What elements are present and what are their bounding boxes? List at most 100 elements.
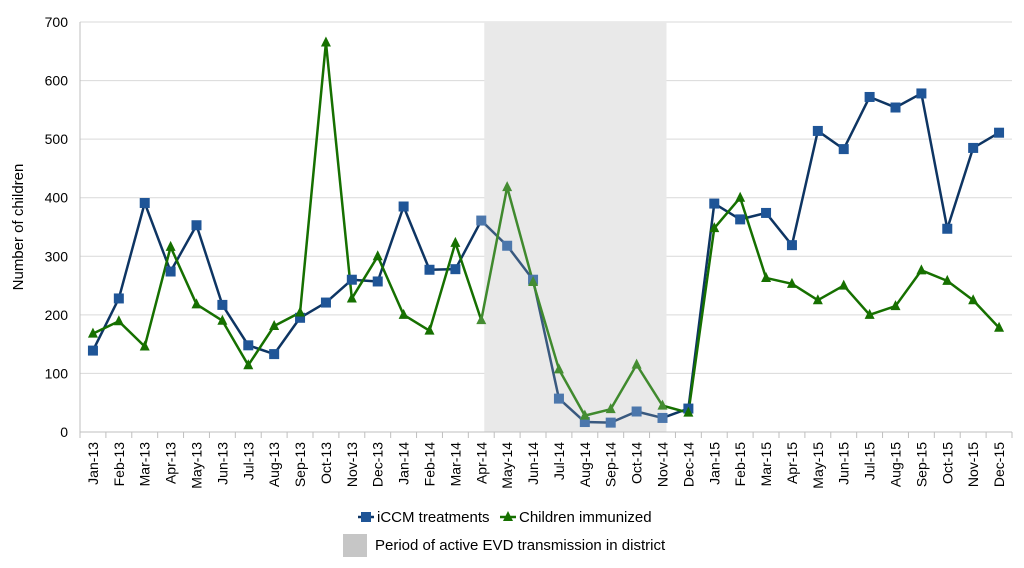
x-tick-label-Jun-13: Jun-13 bbox=[214, 442, 230, 485]
markers-immunized bbox=[87, 36, 1005, 420]
point-immunized-Feb-14 bbox=[424, 324, 435, 335]
series-segment bbox=[91, 320, 121, 335]
point-iccm-Jul-14 bbox=[553, 393, 564, 404]
x-tick-label-Jan-15: Jan-15 bbox=[706, 442, 722, 485]
point-iccm-Jul-15 bbox=[864, 91, 875, 102]
x-tick-label-Apr-13: Apr-13 bbox=[163, 442, 179, 484]
x-tick-label-Mar-13: Mar-13 bbox=[137, 442, 153, 487]
series-segment bbox=[376, 205, 405, 283]
point-immunized-Aug-13 bbox=[269, 319, 280, 330]
x-tick-label-Nov-14: Nov-14 bbox=[655, 442, 671, 487]
y-tick-label-700: 700 bbox=[45, 14, 69, 30]
point-iccm-May-15 bbox=[812, 125, 823, 136]
point-iccm-May-14 bbox=[502, 240, 513, 251]
point-immunized-Jul-15 bbox=[864, 308, 875, 319]
x-tick-label-Oct-15: Oct-15 bbox=[939, 442, 955, 484]
point-immunized-Jul-14 bbox=[553, 363, 564, 374]
series-segment bbox=[376, 255, 405, 317]
series-segment bbox=[946, 146, 975, 231]
point-immunized-Aug-15 bbox=[890, 300, 901, 311]
point-immunized-Jun-13 bbox=[217, 314, 228, 325]
axes bbox=[79, 22, 1013, 438]
point-immunized-Aug-14 bbox=[579, 409, 590, 420]
series-segment bbox=[713, 196, 742, 230]
point-immunized-Feb-15 bbox=[735, 191, 746, 202]
point-immunized-Oct-14 bbox=[631, 358, 642, 369]
x-tick-label-Apr-14: Apr-14 bbox=[473, 442, 489, 484]
series-segment bbox=[480, 185, 509, 322]
point-immunized-Dec-15 bbox=[994, 321, 1005, 332]
series-segment bbox=[272, 316, 302, 356]
series-segment bbox=[790, 129, 820, 247]
series-segment bbox=[169, 223, 198, 273]
point-iccm-Nov-13 bbox=[346, 274, 357, 285]
x-tick-label-Mar-14: Mar-14 bbox=[447, 442, 463, 487]
point-immunized-Jul-13 bbox=[243, 359, 254, 370]
point-iccm-Jun-15 bbox=[838, 144, 849, 155]
point-immunized-Nov-15 bbox=[968, 294, 979, 305]
y-axis-title: Number of children bbox=[10, 164, 27, 291]
series-segment bbox=[298, 41, 328, 314]
x-tick-label-Jun-15: Jun-15 bbox=[836, 442, 852, 485]
point-iccm-Apr-14 bbox=[476, 215, 487, 226]
x-tick-label-Oct-13: Oct-13 bbox=[318, 442, 334, 484]
series-segment bbox=[531, 280, 561, 371]
x-tick-label-Jul-14: Jul-14 bbox=[551, 442, 567, 480]
x-tick-label-Dec-15: Dec-15 bbox=[991, 442, 1007, 487]
series-segment bbox=[350, 255, 379, 300]
point-iccm-Aug-14 bbox=[579, 417, 590, 428]
point-iccm-Jun-13 bbox=[217, 299, 228, 310]
y-tick-label-600: 600 bbox=[45, 73, 69, 89]
legend-item-iccm: iCCM treatments bbox=[358, 509, 490, 526]
series-segment bbox=[221, 319, 250, 367]
series-segment bbox=[143, 245, 172, 348]
x-tick-label-Sep-15: Sep-15 bbox=[913, 442, 929, 487]
x-tick-label-May-14: May-14 bbox=[499, 442, 515, 489]
legend-marker-immunized bbox=[503, 511, 513, 521]
point-iccm-Oct-15 bbox=[942, 223, 953, 234]
series-segment bbox=[687, 226, 716, 414]
x-tick-label-Aug-14: Aug-14 bbox=[577, 442, 593, 487]
x-tick-label-Oct-14: Oct-14 bbox=[629, 442, 645, 484]
point-immunized-Mar-13 bbox=[139, 340, 150, 351]
x-tick-label-Nov-13: Nov-13 bbox=[344, 442, 360, 487]
point-iccm-Jul-13 bbox=[243, 340, 254, 351]
point-iccm-May-13 bbox=[191, 220, 202, 231]
x-tick-label-Apr-15: Apr-15 bbox=[784, 442, 800, 484]
series-segment bbox=[894, 269, 923, 308]
series-segment bbox=[816, 284, 845, 302]
series bbox=[87, 36, 1005, 428]
series-immunized bbox=[91, 41, 1001, 417]
x-tick-label-Dec-13: Dec-13 bbox=[370, 442, 386, 487]
legend-marker-iccm bbox=[361, 512, 371, 522]
point-iccm-Feb-15 bbox=[735, 214, 746, 225]
y-tick-label-200: 200 bbox=[45, 307, 69, 323]
x-tick-label-Jul-15: Jul-15 bbox=[862, 442, 878, 480]
point-iccm-Oct-14 bbox=[631, 406, 642, 417]
series-segment bbox=[868, 304, 897, 317]
point-immunized-Apr-14 bbox=[476, 314, 487, 325]
point-iccm-Jan-14 bbox=[398, 201, 409, 212]
point-iccm-Dec-15 bbox=[994, 127, 1005, 138]
point-iccm-Jan-15 bbox=[709, 198, 720, 209]
series-segment bbox=[454, 219, 483, 271]
x-tick-label-Sep-13: Sep-13 bbox=[292, 442, 308, 487]
series-segment bbox=[505, 244, 535, 281]
series-segment bbox=[920, 269, 949, 283]
x-tick-label-May-13: May-13 bbox=[189, 442, 205, 489]
point-iccm-Apr-15 bbox=[786, 240, 797, 251]
x-tick-label-Sep-14: Sep-14 bbox=[603, 442, 619, 487]
point-iccm-Mar-15 bbox=[761, 207, 772, 218]
series-segment bbox=[221, 303, 250, 347]
series-segment bbox=[505, 185, 535, 284]
point-immunized-Jun-14 bbox=[528, 276, 539, 287]
series-segment bbox=[324, 41, 354, 300]
point-immunized-Jan-15 bbox=[709, 222, 720, 233]
y-tick-label-0: 0 bbox=[60, 424, 68, 440]
point-immunized-May-14 bbox=[502, 181, 513, 192]
x-tick-labels: Jan-13 Feb-13 Mar-13 Apr-13 May-13 Jun-13 Jul-… bbox=[85, 442, 1007, 489]
y-tick-label-300: 300 bbox=[45, 248, 69, 264]
point-iccm-Mar-14 bbox=[450, 264, 461, 275]
point-iccm-Mar-13 bbox=[139, 197, 150, 208]
point-iccm-Sep-15 bbox=[916, 88, 927, 99]
